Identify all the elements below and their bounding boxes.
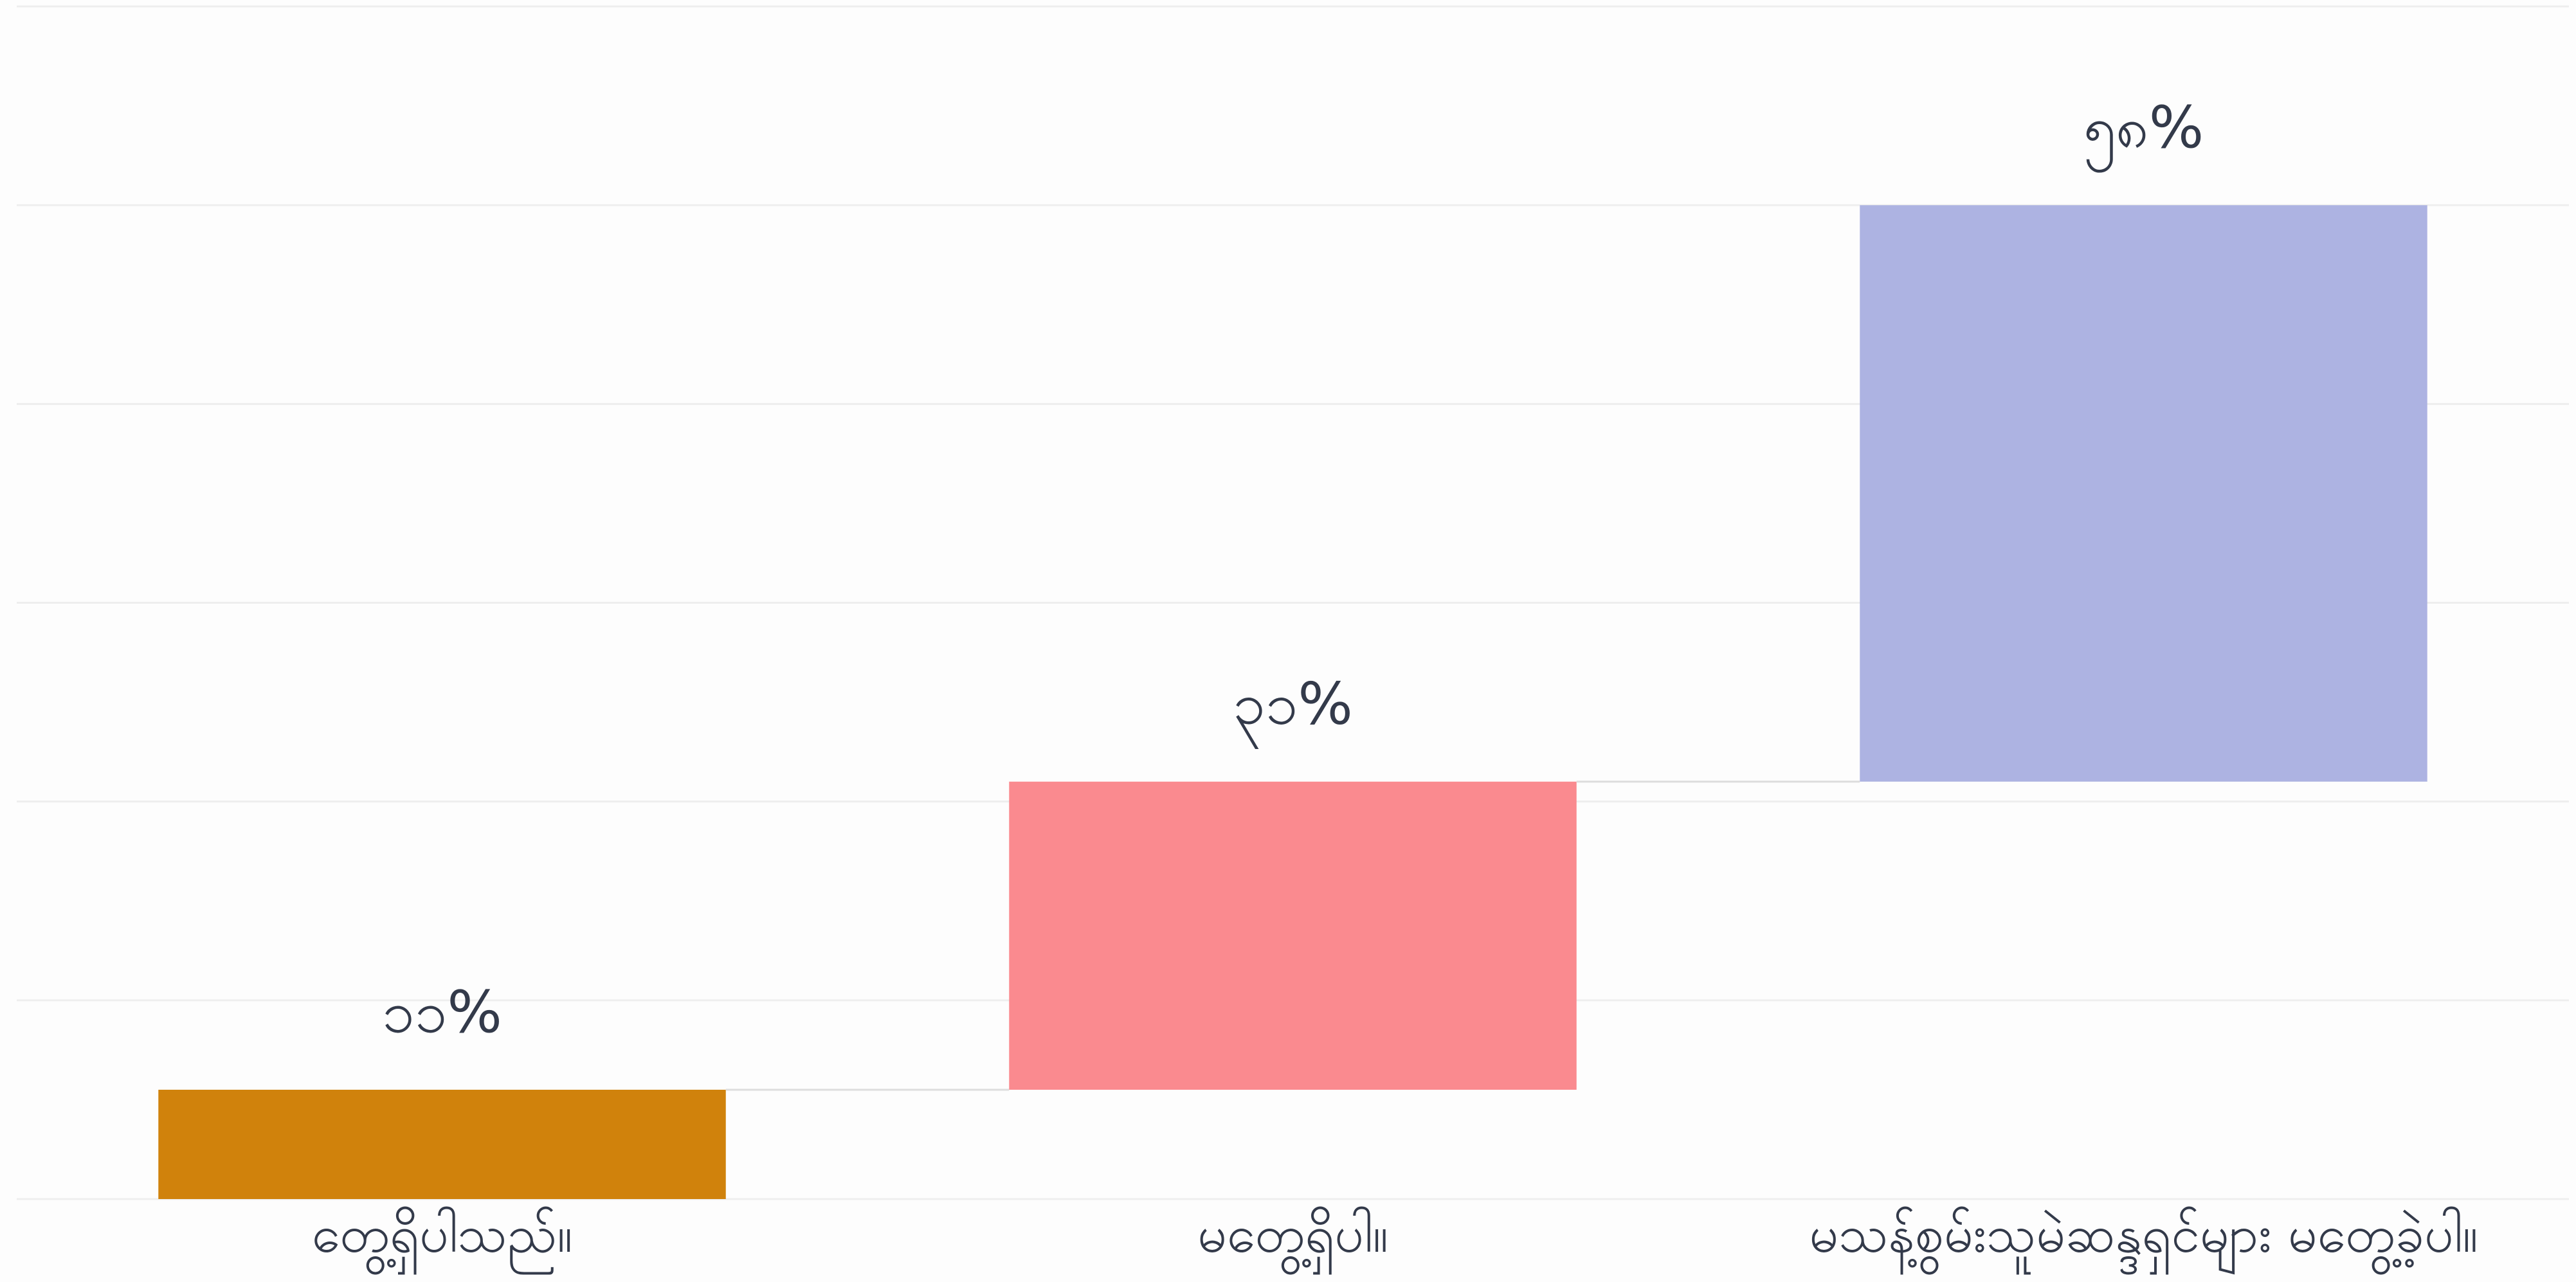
bar: [158, 1089, 726, 1199]
x-tick-label: မတွေ့ရှိပါ။: [1197, 1204, 1388, 1274]
bar: [1009, 781, 1577, 1090]
value-label: ၃၁%: [1233, 671, 1353, 749]
value-label: ၁၁%: [382, 979, 502, 1046]
value-label: ၅၈%: [2083, 94, 2204, 172]
x-tick-label: မသန့်စွမ်းသူမဲဆန္ဒရှင်များ မတွေ့ခဲ့ပါ။: [1809, 1204, 2478, 1274]
bar: [1860, 205, 2427, 782]
x-tick-label: တွေ့ရှိပါသည်။: [312, 1204, 573, 1274]
